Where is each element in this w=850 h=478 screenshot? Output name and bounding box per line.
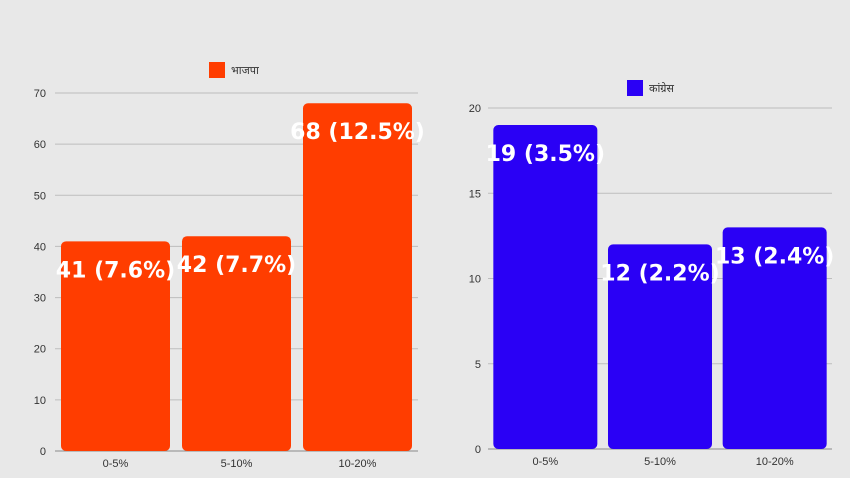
y-tick-label: 10	[34, 395, 46, 407]
y-tick-label: 20	[469, 103, 481, 115]
data-label: 12 (2.2%)	[600, 261, 719, 286]
data-label: 13 (2.4%)	[715, 244, 834, 269]
bjp-bar-chart: 0 10 20 30 40 50 60 70 भाजपा 41 (7.6%) 0-5% 42 (7.7…	[34, 62, 425, 470]
bjp-bar	[303, 103, 412, 451]
data-label: 19 (3.5%)	[486, 142, 605, 167]
x-category-label: 5-10%	[221, 458, 253, 470]
y-tick-label: 0	[475, 444, 481, 456]
data-label: 41 (7.6%)	[56, 258, 175, 283]
x-category-label: 0-5%	[532, 456, 558, 468]
congress-bar-chart: 0 5 10 15 20 कांग्रेस 19 (3.5%) 0-5% 12 (2.2%) 5-…	[469, 80, 834, 468]
legend-label: कांग्रेस	[649, 82, 675, 95]
congress-bar	[722, 227, 827, 449]
y-tick-label: 40	[34, 241, 46, 253]
data-label: 42 (7.7%)	[177, 253, 296, 278]
y-tick-label: 5	[475, 359, 481, 371]
y-tick-label: 30	[34, 293, 46, 305]
legend-label: भाजपा	[231, 64, 259, 77]
bjp-bar	[182, 236, 291, 451]
data-label: 68 (12.5%)	[290, 120, 425, 145]
x-category-label: 5-10%	[644, 456, 676, 468]
y-tick-label: 10	[469, 274, 481, 286]
x-category-label: 10-20%	[756, 456, 794, 468]
y-tick-label: 60	[34, 139, 46, 151]
legend-swatch	[209, 62, 225, 78]
congress-bar	[608, 244, 712, 449]
x-category-label: 0-5%	[103, 458, 129, 470]
y-tick-label: 70	[34, 88, 46, 100]
y-tick-label: 20	[34, 344, 46, 356]
y-tick-label: 0	[40, 446, 46, 458]
y-tick-label: 50	[34, 190, 46, 202]
x-category-label: 10-20%	[339, 458, 377, 470]
legend-swatch	[627, 80, 643, 96]
y-tick-label: 15	[469, 188, 481, 200]
congress-bar	[493, 125, 598, 450]
bjp-bar	[61, 241, 170, 451]
